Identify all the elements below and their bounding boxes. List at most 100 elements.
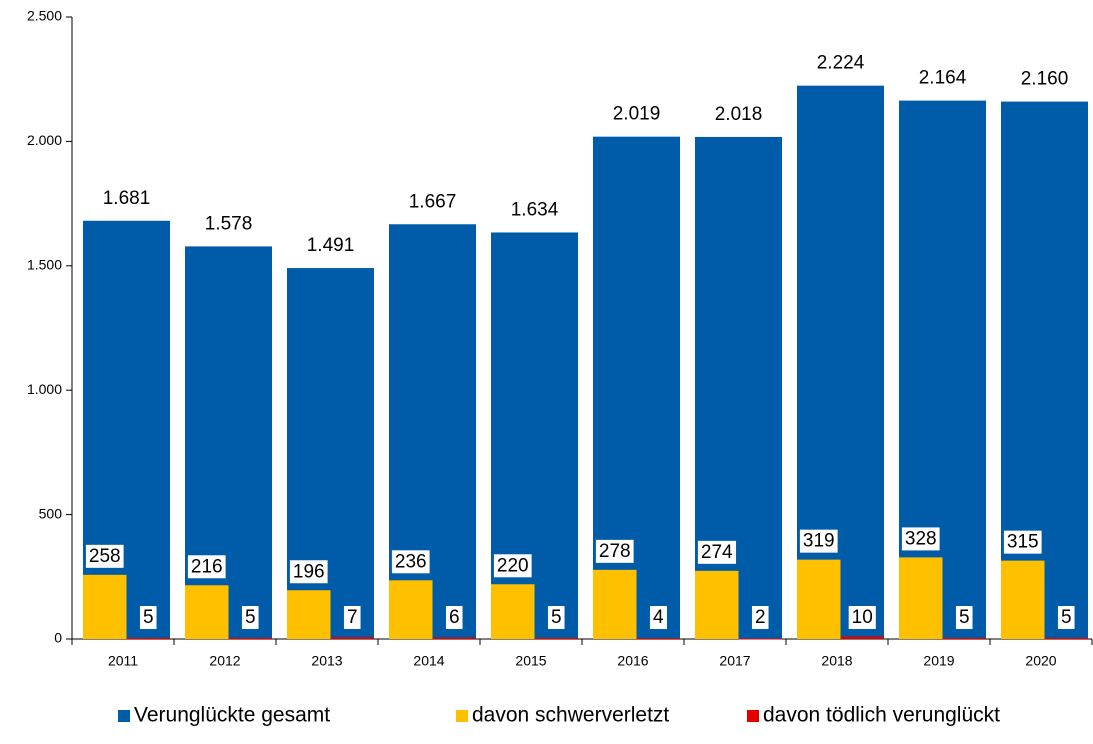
data-label: 1.578 <box>205 213 253 234</box>
data-label: 2.164 <box>919 68 967 89</box>
bar <box>83 574 127 639</box>
data-label-bg <box>493 554 532 578</box>
data-label: 196 <box>293 561 325 582</box>
data-label-bg <box>241 606 259 630</box>
data-label: 5 <box>245 607 256 628</box>
bar <box>185 246 272 639</box>
data-label: 1.634 <box>511 199 559 220</box>
data-label: 1.491 <box>307 235 355 256</box>
data-label: 315 <box>1007 532 1039 553</box>
data-label: 216 <box>191 556 223 577</box>
x-tick-label: 2018 <box>821 653 852 669</box>
data-label-bg <box>799 529 838 553</box>
x-tick-label: 2016 <box>617 653 648 669</box>
data-label: 220 <box>497 555 529 576</box>
bar <box>738 638 782 640</box>
x-tick-label: 2013 <box>311 653 342 669</box>
data-label: 1.667 <box>409 191 457 212</box>
bar <box>797 85 884 639</box>
data-label: 5 <box>551 607 562 628</box>
x-tick-label: 2014 <box>413 653 444 669</box>
bar <box>228 637 272 639</box>
legend-swatch <box>747 710 759 722</box>
bar <box>389 224 476 639</box>
bar <box>695 570 739 639</box>
data-label-bg <box>697 540 737 564</box>
bar <box>491 584 535 639</box>
bar <box>287 268 374 639</box>
data-label: 258 <box>89 546 121 567</box>
data-label: 2.160 <box>1021 69 1069 90</box>
y-tick-label: 2.500 <box>27 8 62 24</box>
data-label-bg <box>848 606 876 630</box>
data-label: 328 <box>905 528 937 549</box>
data-label-bg <box>445 606 463 630</box>
data-label-bg <box>955 606 973 630</box>
data-label: 4 <box>653 607 664 628</box>
x-tick-label: 2020 <box>1025 653 1056 669</box>
data-label-bg <box>1057 606 1075 630</box>
data-label-bg <box>85 544 124 568</box>
bar <box>1001 101 1088 640</box>
legend-swatch <box>118 710 130 722</box>
data-label-bg <box>1003 530 1042 554</box>
data-label: 274 <box>701 542 733 563</box>
y-tick-label: 2.000 <box>27 132 62 148</box>
data-label: 6 <box>449 607 460 628</box>
legend-label: davon tödlich verunglückt <box>763 704 1000 727</box>
bar <box>593 136 680 640</box>
data-label: 2.019 <box>613 104 661 125</box>
bar <box>899 557 943 639</box>
bar <box>840 636 884 639</box>
data-label: 2.224 <box>817 53 865 74</box>
bar <box>797 559 841 639</box>
bar <box>491 232 578 639</box>
data-label-bg <box>901 527 940 551</box>
data-label: 319 <box>803 531 835 552</box>
data-label-bg <box>343 606 361 630</box>
x-tick-label: 2015 <box>515 653 546 669</box>
data-label-bg <box>139 606 157 630</box>
bar <box>83 220 170 639</box>
bar <box>126 637 170 639</box>
data-label-bg <box>649 606 667 630</box>
bar <box>185 585 229 639</box>
legend-label: Verunglückte gesamt <box>134 704 330 727</box>
y-tick-label: 500 <box>39 505 63 521</box>
data-label: 1.681 <box>103 188 151 209</box>
data-label-bg <box>187 555 226 579</box>
y-tick-label: 1.500 <box>27 257 62 273</box>
bar <box>942 637 986 639</box>
bar <box>636 638 680 640</box>
x-tick-label: 2012 <box>209 653 240 669</box>
bar <box>1001 560 1045 639</box>
data-label-bg <box>751 606 769 630</box>
data-label: 2 <box>755 607 766 628</box>
data-label: 7 <box>347 607 358 628</box>
bar <box>1044 637 1088 639</box>
data-label: 5 <box>959 607 970 628</box>
bar <box>593 569 637 639</box>
legend-swatch <box>456 710 468 722</box>
bar <box>432 637 476 639</box>
data-label-bg <box>547 606 565 630</box>
data-label: 236 <box>395 551 427 572</box>
data-label-bg <box>289 560 328 584</box>
data-label: 10 <box>852 607 873 628</box>
bar <box>330 637 374 639</box>
bar <box>287 590 331 639</box>
data-label-bg <box>391 550 430 574</box>
data-label: 2.018 <box>715 104 763 125</box>
bar <box>389 580 433 639</box>
x-tick-label: 2019 <box>923 653 954 669</box>
data-label: 5 <box>1061 607 1072 628</box>
legend-label: davon schwerverletzt <box>472 704 669 727</box>
y-tick-label: 0 <box>54 630 62 646</box>
bar <box>534 637 578 639</box>
y-tick-label: 1.000 <box>27 381 62 397</box>
x-tick-label: 2017 <box>719 653 750 669</box>
x-tick-label: 2011 <box>108 653 138 669</box>
data-label: 5 <box>143 607 154 628</box>
data-label-bg <box>595 539 634 563</box>
